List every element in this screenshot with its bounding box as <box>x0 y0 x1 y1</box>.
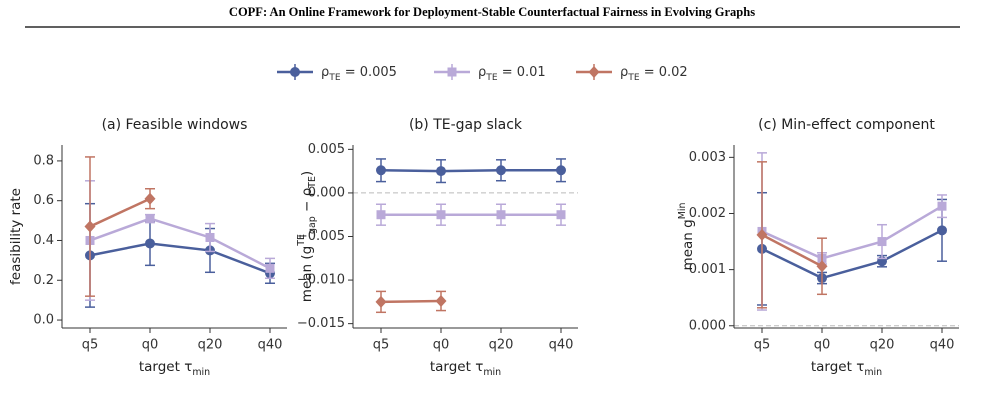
series-line <box>89 242 271 275</box>
marker <box>435 294 447 307</box>
series-line <box>761 205 943 260</box>
y-axis-label: feasibility rate <box>8 188 24 285</box>
y-tick-label: 0.6 <box>33 193 54 208</box>
panel-title: (c) Min-effect component <box>758 117 935 133</box>
y-axis-label: mean gMin <box>677 203 696 271</box>
y-axis-label-part: TE <box>296 234 307 247</box>
series-line <box>380 299 442 304</box>
y-axis-label-part: feasibility rate <box>8 188 24 285</box>
x-tick-label: q0 <box>433 338 450 353</box>
y-tick-label: 0.8 <box>33 153 54 168</box>
series-line <box>761 233 823 268</box>
y-axis-label-part: TE <box>307 176 318 189</box>
y-axis-label-part: ) <box>299 171 315 176</box>
marker <box>376 210 386 220</box>
x-tick-label: q20 <box>198 338 223 353</box>
marker <box>145 238 155 249</box>
y-tick-label: 0.0 <box>33 313 54 328</box>
marker <box>436 210 446 220</box>
y-tick-label: −0.005 <box>297 229 345 244</box>
x-axis-label: target τmin <box>811 359 882 378</box>
series-line <box>89 197 151 228</box>
marker <box>496 165 506 176</box>
legend-label-part: = 0.005 <box>341 65 397 80</box>
marker <box>937 225 947 236</box>
x-tick-label: q5 <box>373 338 390 353</box>
marker <box>816 260 828 273</box>
x-axis-label: target τmin <box>430 359 501 378</box>
y-tick-label: 0.005 <box>308 142 345 157</box>
legend-label-part: ρ <box>620 65 628 80</box>
x-tick-label: q20 <box>489 338 514 353</box>
y-axis-label-part: Min <box>677 203 688 220</box>
legend-label-part: TE <box>328 73 341 83</box>
legend-label: ρTE = 0.005 <box>321 65 397 83</box>
legend-label-part: TE <box>627 73 640 83</box>
marker <box>447 67 457 77</box>
marker <box>290 67 300 77</box>
y-tick-label: 0.000 <box>689 318 726 333</box>
y-axis-label: mean (gTEgap − ρTE) <box>296 171 318 302</box>
marker <box>436 166 446 177</box>
x-tick-label: q0 <box>814 338 831 353</box>
legend-label-part: = 0.01 <box>498 65 546 80</box>
marker <box>376 165 386 176</box>
panel-title: (b) TE-gap slack <box>409 117 523 133</box>
x-axis-label-part: min <box>192 367 210 378</box>
x-tick-label: q5 <box>82 338 99 353</box>
x-axis-label-part: min <box>483 367 501 378</box>
marker <box>556 165 566 176</box>
marker <box>877 237 887 247</box>
series-line <box>380 169 561 173</box>
marker <box>84 220 96 233</box>
y-tick-label: −0.010 <box>297 273 345 288</box>
series-line <box>89 217 271 270</box>
marker <box>265 263 275 273</box>
x-axis-label-part: target τ <box>811 359 864 375</box>
x-tick-label: q40 <box>258 338 283 353</box>
y-axis-label-part: mean g <box>680 219 696 270</box>
marker <box>937 201 947 211</box>
y-tick-label: 0.002 <box>689 206 726 221</box>
x-axis-label-part: target τ <box>430 359 483 375</box>
y-axis-label-part: − ρ <box>299 188 315 216</box>
marker <box>205 232 215 242</box>
marker <box>375 295 387 308</box>
x-tick-label: q40 <box>930 338 955 353</box>
marker <box>756 228 768 241</box>
marker <box>145 214 155 224</box>
x-tick-label: q40 <box>549 338 574 353</box>
y-axis-label-part: mean (g <box>299 246 315 302</box>
x-axis-label-part: target τ <box>139 359 192 375</box>
legend-label-part: ρ <box>478 65 486 80</box>
y-tick-label: −0.015 <box>297 316 345 331</box>
paper-header: COPF: An Online Framework for Deployment… <box>229 5 755 19</box>
x-tick-label: q5 <box>754 338 771 353</box>
legend-label: ρTE = 0.02 <box>620 65 688 83</box>
y-tick-label: 0.000 <box>308 185 345 200</box>
legend-label-part: = 0.02 <box>640 65 688 80</box>
marker <box>556 210 566 220</box>
marker <box>588 66 600 78</box>
marker <box>496 210 506 220</box>
panel-title: (a) Feasible windows <box>102 117 248 133</box>
y-tick-label: 0.2 <box>33 273 54 288</box>
y-tick-label: 0.001 <box>689 262 726 277</box>
x-axis-label-part: min <box>864 367 882 378</box>
legend-label-part: TE <box>485 73 498 83</box>
y-tick-label: 0.4 <box>33 233 54 248</box>
x-tick-label: q0 <box>142 338 159 353</box>
marker <box>144 192 156 205</box>
x-tick-label: q20 <box>870 338 895 353</box>
y-axis-label-part: gap <box>307 216 318 234</box>
x-axis-label: target τmin <box>139 359 210 378</box>
legend-label-part: ρ <box>321 65 329 80</box>
legend-label: ρTE = 0.01 <box>478 65 546 83</box>
y-tick-label: 0.003 <box>689 150 726 165</box>
series-line <box>761 229 943 280</box>
